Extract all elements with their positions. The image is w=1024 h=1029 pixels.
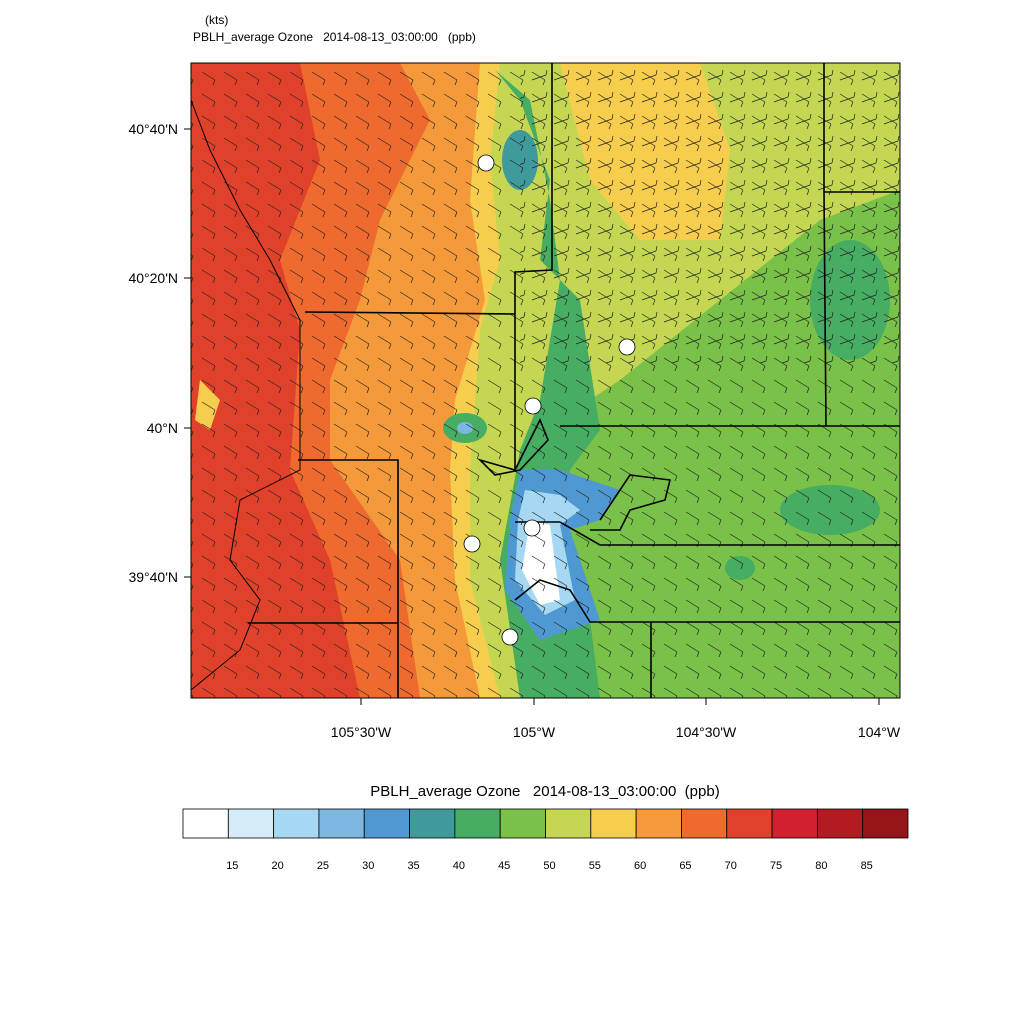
- plot-title: PBLH_average Ozone 2014-08-13_03:00:00 (…: [193, 30, 476, 44]
- colorbar-label: 25: [317, 860, 329, 872]
- lon-label: 105°W: [513, 724, 556, 740]
- colorbar-label: 70: [725, 860, 737, 872]
- map-frame: [190, 62, 901, 699]
- lat-label: 40°20'N: [128, 270, 178, 286]
- colorbar-label: 60: [634, 860, 646, 872]
- ozone-field: [191, 63, 900, 698]
- colorbar-box: [273, 808, 320, 839]
- colorbar-box: [227, 808, 275, 839]
- colorbar-label: 30: [362, 860, 374, 872]
- colorbar-box: [409, 808, 456, 839]
- colorbar-box: [454, 808, 501, 839]
- colorbar-box: [681, 808, 728, 839]
- colorbar-box: [590, 808, 637, 839]
- lon-label: 105°30'W: [331, 724, 392, 740]
- colorbar-box: [862, 808, 909, 839]
- colorbar-box: [771, 808, 818, 839]
- colorbar-title: PBLH_average Ozone 2014-08-13_03:00:00 (…: [370, 783, 719, 800]
- colorbar-label: 15: [226, 860, 238, 872]
- colorbar-box: [545, 808, 592, 839]
- lat-label: 39°40'N: [128, 569, 178, 585]
- colorbar-box: [318, 808, 365, 839]
- colorbar-box: [635, 808, 682, 839]
- colorbar-box: [363, 808, 410, 839]
- colorbar-box: [726, 808, 773, 839]
- lon-label: 104°30'W: [676, 724, 737, 740]
- lon-label: 104°W: [858, 724, 901, 740]
- map-axes: 40°40'N 40°20'N 40°N 39°40'N 105°30'W 105°W 10…: [128, 121, 900, 740]
- colorbar-label: 50: [543, 860, 555, 872]
- colorbar-label: 85: [861, 860, 873, 872]
- colorbar-box: [182, 808, 229, 839]
- colorbar-box: [499, 808, 546, 839]
- colorbar-label: 80: [815, 860, 827, 872]
- colorbar-label: 35: [407, 860, 419, 872]
- colorbar: 15 20 25 30 35 40 45 50 55 60 65 70 75 80 85: [182, 808, 909, 872]
- colorbar-label: 45: [498, 860, 510, 872]
- units-label: (kts): [205, 13, 228, 27]
- colorbar-label: 75: [770, 860, 782, 872]
- lat-label: 40°40'N: [128, 121, 178, 137]
- lat-label: 40°N: [147, 420, 178, 436]
- colorbar-label: 65: [679, 860, 691, 872]
- colorbar-label: 40: [453, 860, 465, 872]
- colorbar-box: [816, 808, 864, 839]
- colorbar-label: 20: [272, 860, 284, 872]
- colorbar-label: 55: [589, 860, 601, 872]
